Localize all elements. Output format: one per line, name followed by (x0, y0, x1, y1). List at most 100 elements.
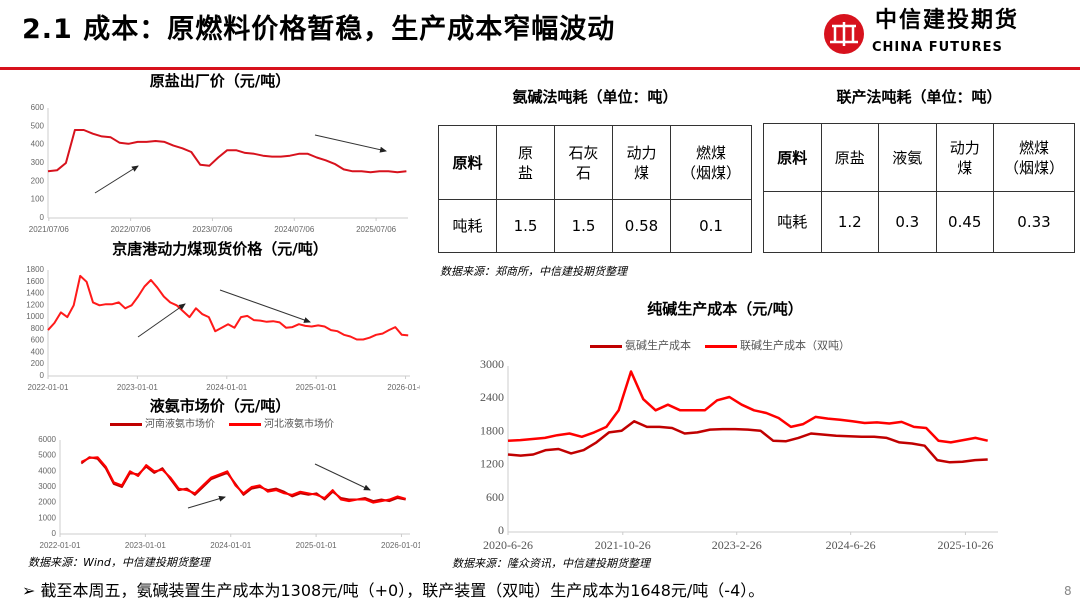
x-tick-label: 2024/07/06 (274, 225, 315, 234)
table-header: 石灰 石 (554, 125, 613, 200)
table-cell: 吨耗 (438, 199, 497, 253)
y-tick-label: 100 (31, 195, 45, 204)
series-line (507, 370, 988, 444)
y-tick-label: 600 (31, 103, 45, 112)
y-tick-label: 1200 (480, 457, 504, 471)
legend-item: 联碱生产成本（双吨） (705, 339, 850, 352)
chart-title-salt: 原盐出厂价（元/吨） (149, 72, 291, 90)
y-tick-label: 200 (31, 176, 45, 185)
table-cell: 1.5 (496, 199, 555, 253)
table-header: 原料 (438, 125, 497, 200)
source-tables: 数据来源：郑商所，中信建投期货整理 (440, 265, 627, 278)
x-tick-label: 2022-01-01 (40, 541, 81, 550)
y-tick-label: 0 (40, 371, 45, 380)
x-tick-label: 2021-10-26 (595, 538, 651, 552)
x-tick-label: 2021/07/06 (29, 225, 70, 234)
y-tick-label: 0 (52, 529, 57, 538)
y-tick-label: 2400 (480, 390, 504, 404)
y-tick-label: 6000 (38, 435, 56, 444)
y-tick-label: 800 (31, 324, 45, 333)
y-tick-label: 3000 (480, 357, 504, 371)
y-tick-label: 400 (31, 347, 45, 356)
y-tick-label: 4000 (38, 466, 56, 475)
salt-price-chart: 0 100 200 300 400 500 600 2021/07/06 2022/07/06 2… (29, 103, 408, 234)
x-tick-label: 2025-01-01 (296, 541, 337, 550)
y-tick-label: 1000 (38, 513, 56, 522)
series-line (47, 129, 407, 174)
table-title-joint: 联产法吨耗（单位：吨） (836, 88, 1002, 106)
x-tick-label: 2023-01-01 (117, 383, 158, 392)
ammonia-soda-table: 原料原 盐石灰 石动力 煤燃煤 （烟煤） 吨耗 1.5 1.5 0.58 0.1 (438, 125, 752, 253)
trend-arrow (137, 303, 186, 338)
table-cell: 1.5 (554, 199, 613, 253)
table-cell: 0.3 (878, 191, 937, 253)
trend-arrow (94, 165, 139, 194)
logo-text-cn: 中信建投期货 (875, 8, 1020, 33)
series-line (80, 456, 406, 504)
x-tick-label: 2023-01-01 (125, 541, 166, 550)
table-header: 原 盐 (496, 125, 555, 200)
table-cell: 0.1 (670, 199, 752, 253)
x-tick-label: 2024-01-01 (206, 383, 247, 392)
y-tick-label: 200 (31, 359, 45, 368)
table-header: 原料 (763, 123, 822, 192)
citic-logo-icon (824, 14, 864, 54)
table-header: 液氨 (878, 123, 937, 192)
x-tick-label: 2023/07/06 (192, 225, 233, 234)
table-cell: 1.2 (820, 191, 879, 253)
table-header: 动力 煤 (612, 125, 671, 200)
legend-item: 河南液氨市场价 (110, 419, 215, 431)
logo-text-en: CHINA FUTURES (872, 40, 1003, 55)
legend-item: 河北液氨市场价 (229, 419, 334, 431)
table-header: 动力 煤 (935, 123, 994, 192)
x-tick-label: 2024-01-01 (210, 541, 251, 550)
chart-title-coal: 京唐港动力煤现货价格（元/吨） (112, 240, 328, 258)
table-header: 原盐 (820, 123, 879, 192)
x-tick-label: 2020-6-26 (483, 538, 533, 552)
table-cell: 0.45 (935, 191, 994, 253)
soda-legend: 氨碱生产成本 联碱生产成本（双吨） (590, 339, 850, 352)
series-line (80, 456, 406, 503)
table-cell: 0.58 (612, 199, 671, 253)
y-tick-label: 1400 (26, 289, 44, 298)
table-title-ammonia-soda: 氨碱法吨耗（单位：吨） (512, 88, 678, 106)
series-line (47, 274, 409, 341)
y-tick-label: 3000 (38, 482, 56, 491)
y-tick-label: 500 (31, 121, 45, 130)
coal-price-chart: 0 200 400 600 800 1000 1200 1400 1600 1800 2022-01… (26, 265, 420, 392)
y-tick-label: 1000 (26, 312, 44, 321)
x-tick-label: 2026-01-0 (387, 383, 420, 392)
trend-arrow (219, 289, 311, 323)
chart-title-ammonia: 液氨市场价（元/吨） (149, 397, 291, 415)
summary-bullet: ➢ 截至本周五，氨碱装置生产成本为1308元/吨（+0），联产装置（双吨）生产成… (22, 581, 765, 600)
y-tick-label: 300 (31, 158, 45, 167)
y-tick-label: 5000 (38, 451, 56, 460)
x-tick-label: 2022-01-01 (28, 383, 69, 392)
x-tick-label: 2025-10-26 (937, 538, 993, 552)
source-left: 数据来源：Wind，中信建投期货整理 (28, 556, 210, 569)
y-tick-label: 2000 (38, 498, 56, 507)
table-cell: 0.33 (993, 191, 1075, 253)
page-title: 2.1 成本：原燃料价格暂稳，生产成本窄幅波动 (22, 14, 616, 45)
y-tick-label: 600 (486, 490, 504, 504)
x-tick-label: 2023-2-26 (712, 538, 762, 552)
trend-arrow (314, 463, 371, 491)
table-header: 燃煤 （烟煤） (993, 123, 1075, 192)
table-header: 燃煤 （烟煤） (670, 125, 752, 200)
y-tick-label: 1600 (26, 277, 44, 286)
ammonia-price-chart: 0 1000 2000 3000 4000 5000 6000 2022-01-01 2023-… (38, 435, 420, 550)
joint-table: 原料 原盐 液氨 动力 煤燃煤 （烟煤） 吨耗 1.2 0.3 0.45 0.33 (763, 123, 1075, 253)
x-tick-label: 2022/07/06 (111, 225, 152, 234)
trend-arrow (187, 495, 226, 509)
page-number: 8 (1064, 584, 1072, 598)
source-right: 数据来源：隆众资讯，中信建投期货整理 (452, 557, 650, 570)
x-tick-label: 2026-01-01 (381, 541, 420, 550)
legend-item: 氨碱生产成本 (590, 339, 691, 352)
y-tick-label: 1200 (26, 300, 44, 309)
y-tick-label: 0 (498, 523, 504, 537)
header-divider (0, 67, 1080, 70)
y-tick-label: 400 (31, 140, 45, 149)
y-tick-label: 1800 (26, 265, 44, 274)
x-tick-label: 2024-6-26 (826, 538, 876, 552)
series-line (507, 420, 988, 464)
